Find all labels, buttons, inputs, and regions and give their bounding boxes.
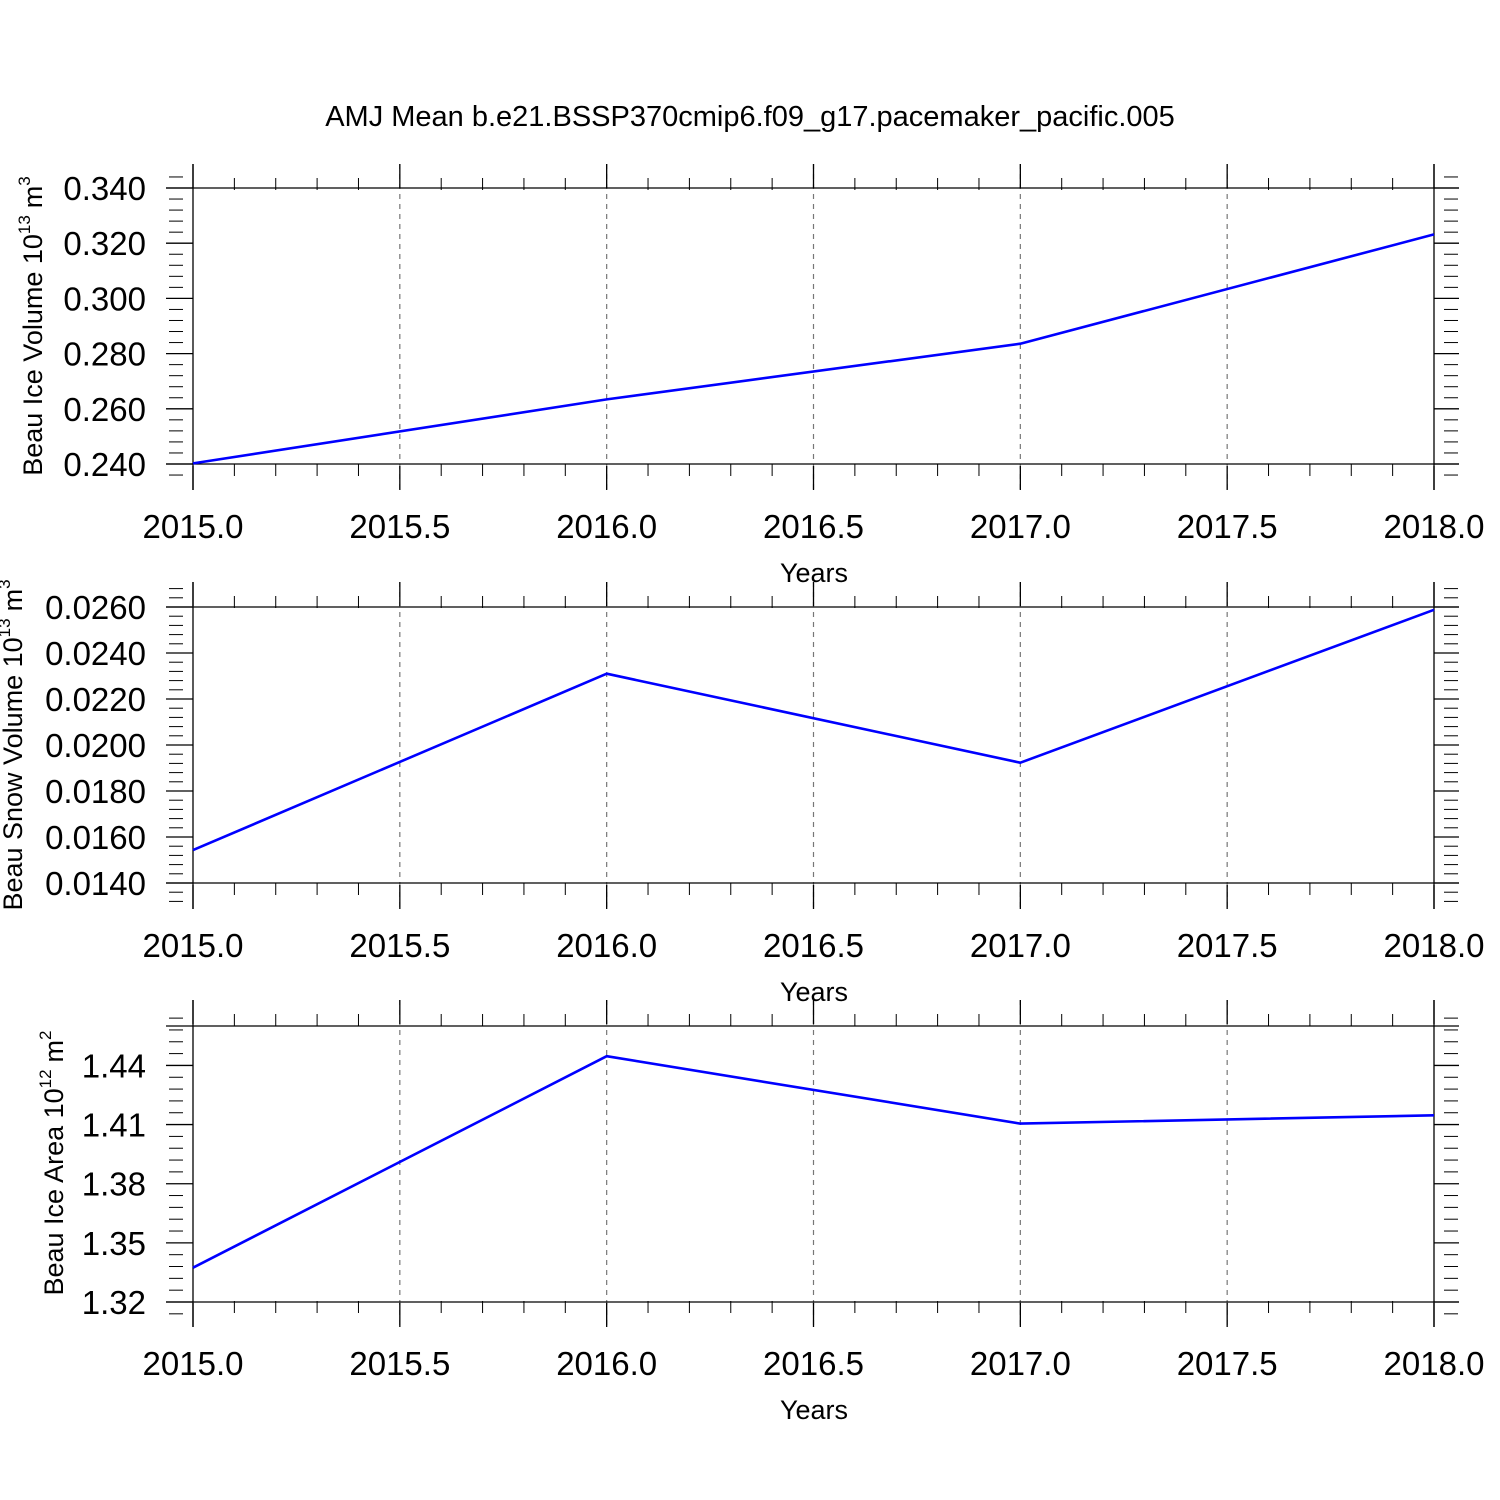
y-tick-label: 0.0240	[45, 635, 146, 672]
chart-panels: 2015.0 2015.5 2016.0 2016.5 2017.0 2017.5 2018…	[0, 164, 1484, 1425]
x-tick-label: 2018.0	[1384, 1345, 1485, 1382]
y-tick-label: 1.38	[82, 1166, 146, 1203]
x-tick-label: 2016.0	[556, 1345, 657, 1382]
x-tick-label: 2018.0	[1384, 508, 1485, 545]
y-tick-label: 0.260	[63, 391, 146, 428]
x-tick-label: 2015.0	[143, 508, 244, 545]
y-axis-label-exponent: 13	[0, 618, 14, 637]
y-axis-label-unit: m	[0, 589, 28, 612]
y-axis-label-unit-exponent: 2	[36, 1030, 55, 1039]
y-tick-label: 1.44	[82, 1047, 146, 1084]
y-tick-label: 1.41	[82, 1107, 146, 1144]
x-tick-label: 2016.0	[556, 508, 657, 545]
y-tick-label: 0.0260	[45, 589, 146, 626]
y-axis-label: Beau Ice Area 1012 m2	[36, 1030, 69, 1295]
y-axis-label-text: Beau Ice Area 10	[39, 1088, 69, 1295]
x-tick-label: 2016.5	[763, 927, 864, 964]
series-line	[192, 1054, 1435, 1269]
y-axis-label-unit-exponent: 3	[0, 579, 14, 588]
y-axis-label-unit-exponent: 3	[15, 176, 34, 185]
x-tick-label: 2016.5	[763, 1345, 864, 1382]
y-axis-label-unit: m	[39, 1040, 69, 1063]
y-tick-label: 0.0220	[45, 681, 146, 718]
y-tick-label: 0.0180	[45, 773, 146, 810]
y-tick-label: 0.320	[63, 225, 146, 262]
x-tick-label: 2017.5	[1177, 1345, 1278, 1382]
x-tick-label: 2016.5	[763, 508, 864, 545]
y-tick-label: 1.35	[82, 1225, 146, 1262]
y-tick-label: 1.32	[82, 1284, 146, 1321]
chart-title: AMJ Mean b.e21.BSSP370cmip6.f09_g17.pace…	[325, 101, 1175, 133]
y-axis-label-unit: m	[18, 186, 48, 209]
panel-2: 2015.0 2015.5 2016.0 2016.5 2017.0 2017.5 2018…	[0, 579, 1484, 1007]
y-axis-label-exponent: 13	[15, 215, 34, 234]
x-tick-label: 2018.0	[1384, 927, 1485, 964]
y-axis-label-exponent: 12	[36, 1069, 55, 1088]
x-tick-label: 2015.5	[349, 508, 450, 545]
y-tick-label: 0.300	[63, 280, 146, 317]
x-tick-label: 2017.0	[970, 508, 1071, 545]
y-tick-label: 0.0160	[45, 819, 146, 856]
y-axis-label-text: Beau Snow Volume 10	[0, 637, 28, 910]
x-tick-label: 2017.5	[1177, 927, 1278, 964]
y-axis-label: Beau Ice Volume 1013 m3	[15, 176, 48, 476]
x-tick-label: 2015.5	[349, 927, 450, 964]
x-tick-label: 2017.5	[1177, 508, 1278, 545]
series-line	[192, 608, 1435, 852]
y-tick-label: 0.280	[63, 336, 146, 373]
panel-3: 2015.0 2015.5 2016.0 2016.5 2017.0 2017.5 2018…	[36, 1000, 1484, 1425]
x-axis-label: Years	[780, 1395, 848, 1425]
y-tick-label: 0.0140	[45, 865, 146, 902]
x-tick-label: 2015.0	[143, 927, 244, 964]
y-axis-label-text: Beau Ice Volume 10	[18, 234, 48, 476]
y-tick-label: 0.0200	[45, 727, 146, 764]
series-line	[192, 233, 1435, 465]
panel-1: 2015.0 2015.5 2016.0 2016.5 2017.0 2017.5 2018…	[15, 164, 1484, 588]
y-axis-label: Beau Snow Volume 1013 m3	[0, 579, 28, 910]
x-tick-label: 2015.0	[143, 1345, 244, 1382]
x-tick-label: 2017.0	[970, 927, 1071, 964]
y-tick-label: 0.240	[63, 446, 146, 483]
y-tick-label: 0.340	[63, 170, 146, 207]
x-tick-label: 2016.0	[556, 927, 657, 964]
x-tick-label: 2017.0	[970, 1345, 1071, 1382]
x-tick-label: 2015.5	[349, 1345, 450, 1382]
